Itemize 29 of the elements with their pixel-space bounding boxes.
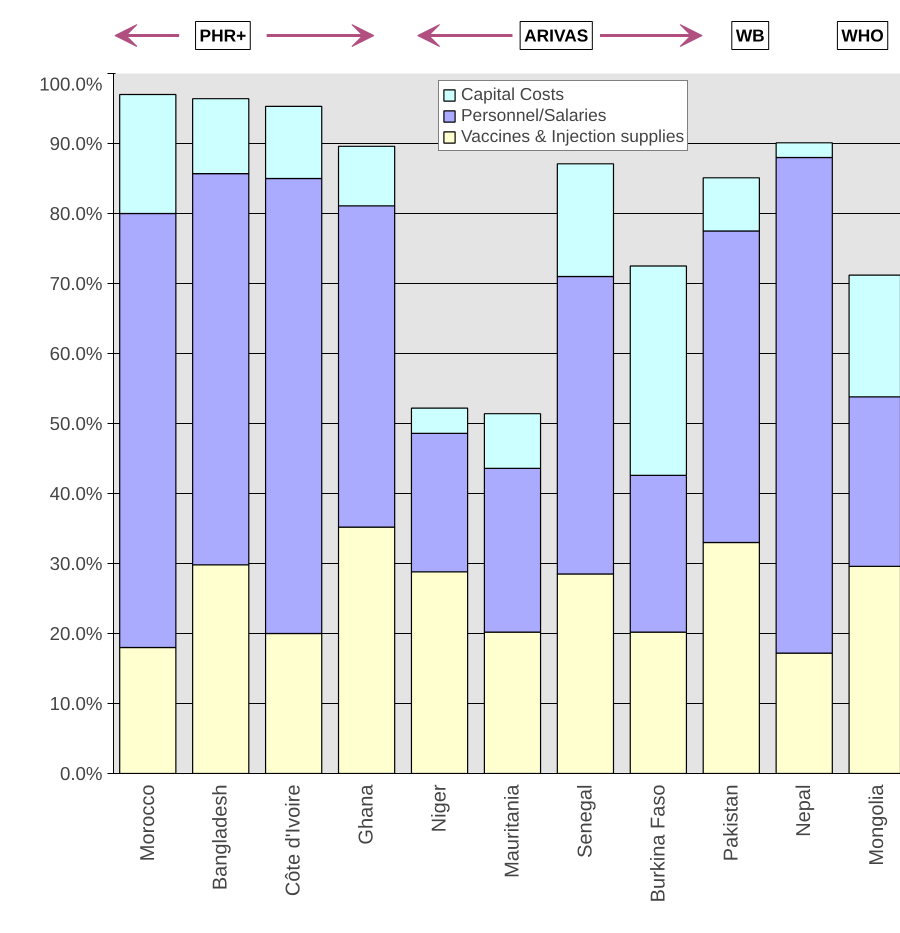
x-tick-label: Senegal xyxy=(574,784,596,858)
legend-label: Capital Costs xyxy=(461,84,564,105)
text: PHR+ xyxy=(200,26,246,46)
text: WB xyxy=(736,26,765,46)
y-tick-label: 50.0% xyxy=(50,413,103,434)
x-tick-label: Morocco xyxy=(136,784,159,862)
x-tick-label: Niger xyxy=(428,784,451,832)
x-tick-label: Mongolia xyxy=(866,784,888,866)
text: ARIVAS xyxy=(524,26,588,46)
x-tick-label: Pakistan xyxy=(720,784,742,862)
x-tick-label: Côte d'Ivoire xyxy=(282,784,305,896)
y-tick-label: 30.0% xyxy=(50,553,103,574)
x-tick-label: Nepal xyxy=(793,784,816,837)
x-tick-label: Burkina Faso xyxy=(647,784,670,902)
x-tick-label: Mauritania xyxy=(501,784,524,878)
y-tick-label: 90.0% xyxy=(50,133,103,154)
y-tick-label: 60.0% xyxy=(50,343,103,364)
y-tick-label: 0.0% xyxy=(60,763,103,784)
y-tick-label: 100.0% xyxy=(39,74,103,94)
y-tick-label: 70.0% xyxy=(50,273,103,294)
y-tick-label: 80.0% xyxy=(50,203,103,224)
x-tick-label: Ghana xyxy=(356,784,378,845)
legend-label: Personnel/Salaries xyxy=(461,105,606,126)
y-tick-label: 10.0% xyxy=(50,693,103,714)
legend-label: Vaccines & Injection supplies xyxy=(461,126,684,147)
y-tick-label: 20.0% xyxy=(50,623,103,644)
x-tick-label: Bangladesh xyxy=(210,784,232,890)
y-tick-label: 40.0% xyxy=(50,483,103,504)
text: WHO xyxy=(841,26,884,46)
